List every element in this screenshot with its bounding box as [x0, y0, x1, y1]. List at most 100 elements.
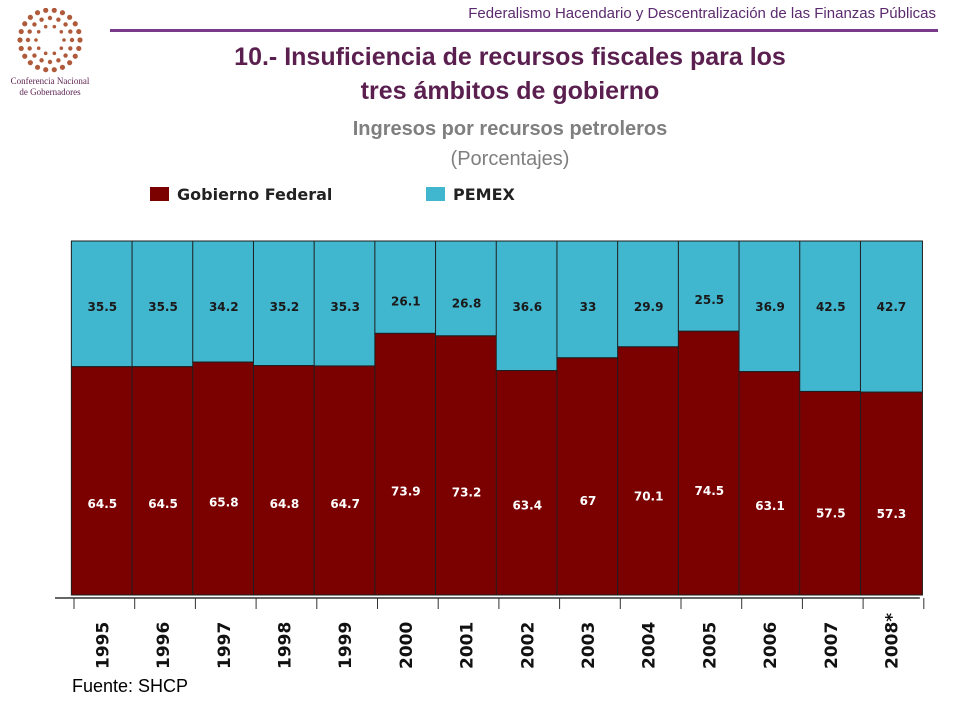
data-label-gobierno-federal: 73.2	[452, 486, 482, 500]
data-label-pemex: 26.1	[391, 295, 421, 309]
slide-title-line1: 10.- Insuficiencia de recursos fiscales …	[234, 43, 786, 71]
logo-dot	[47, 59, 53, 65]
logo-dot	[27, 60, 33, 66]
logo-line2: de Gobernadores	[19, 87, 81, 97]
bar-gobierno-federal	[556, 357, 620, 596]
bar-gobierno-federal	[617, 346, 681, 596]
bar-group-2003: 33 67	[556, 240, 620, 596]
data-label-pemex: 25.5	[695, 293, 725, 307]
x-tick-label: 1999	[336, 622, 356, 669]
x-tick-label: 1998	[275, 622, 295, 669]
bar-gobierno-federal	[495, 370, 559, 596]
x-tick-label: 1995	[93, 622, 113, 669]
bar-group-1997: 34.2 65.8	[192, 240, 256, 596]
x-tick-label: 2006	[761, 622, 781, 669]
header-text: Federalismo Hacendario y Descentralizaci…	[468, 5, 936, 22]
bar-gobierno-federal	[131, 366, 195, 596]
data-label-gobierno-federal: 64.5	[88, 497, 118, 511]
logo-dot	[27, 46, 32, 51]
bar-group-1996: 35.5 64.5	[131, 240, 195, 596]
bar-group-2000: 26.1 73.9	[374, 240, 438, 596]
logo-dot	[59, 10, 66, 16]
logo-dot	[59, 46, 64, 51]
logo-dot	[22, 53, 28, 59]
logo-dot	[59, 64, 66, 70]
bar-pemex	[252, 240, 316, 367]
logo-dot	[62, 38, 66, 42]
data-label-pemex: 42.7	[877, 300, 907, 314]
data-label-gobierno-federal: 57.3	[877, 507, 907, 521]
logo-dot	[18, 28, 24, 35]
legend-swatch	[426, 187, 445, 201]
logo-dot	[56, 58, 61, 63]
bar-group-1998: 35.2 64.8	[252, 240, 316, 596]
logo-dot	[32, 53, 37, 58]
x-tick-label: 2004	[640, 622, 660, 669]
logo-dot	[18, 45, 24, 52]
bar-group-2002: 36.6 63.4	[495, 240, 559, 596]
logo-dot	[69, 37, 75, 43]
bar-pemex	[313, 240, 377, 367]
logo-dot	[76, 28, 82, 35]
data-label-pemex: 34.2	[209, 300, 239, 314]
logo-dot	[63, 22, 68, 27]
logo-dot	[72, 53, 78, 59]
data-label-gobierno-federal: 67	[580, 494, 597, 508]
bar-group-2007: 42.5 57.5	[799, 240, 863, 596]
x-tick-label: 2001	[458, 622, 478, 669]
logo-dot	[76, 45, 82, 52]
logo-line1: Conferencia Nacional	[11, 76, 90, 86]
data-label-pemex: 35.5	[88, 300, 118, 314]
data-label-gobierno-federal: 73.9	[391, 485, 421, 499]
data-label-gobierno-federal: 65.8	[209, 495, 239, 509]
logo-dot	[67, 60, 73, 66]
data-label-gobierno-federal: 64.5	[148, 497, 178, 511]
bar-gobierno-federal	[70, 366, 134, 596]
data-label-pemex: 35.3	[330, 300, 360, 314]
conago-logo: Conferencia Nacional de Gobernadores	[11, 8, 90, 97]
logo-dot	[39, 58, 44, 63]
data-label-pemex: 42.5	[816, 300, 846, 314]
slide-title-line2: tres ámbitos de gobierno	[360, 77, 660, 105]
bar-group-2005: 25.5 74.5	[677, 240, 741, 596]
logo-dot	[39, 17, 44, 22]
logo-dot	[43, 67, 49, 73]
bar-pemex	[617, 240, 681, 348]
logo-dot	[25, 37, 31, 43]
data-label-pemex: 29.9	[634, 300, 664, 314]
bar-gobierno-federal	[435, 335, 499, 596]
logo-dot	[43, 51, 48, 56]
data-label-gobierno-federal: 57.5	[816, 507, 846, 521]
logo-dot	[77, 37, 83, 43]
bar-gobierno-federal	[313, 365, 377, 596]
x-tick-label: 2005	[700, 622, 720, 669]
bar-pemex	[435, 240, 499, 337]
x-tick-label: 1997	[215, 622, 235, 669]
stacked-bar-chart: Gobierno Federal PEMEX 35.5 64.5 1995 35.5 64.…	[55, 185, 925, 669]
logo-dot	[43, 8, 49, 13]
data-label-pemex: 36.6	[512, 300, 542, 314]
data-label-gobierno-federal: 64.8	[270, 497, 300, 511]
data-label-gobierno-federal: 63.1	[755, 499, 785, 513]
logo-dot	[34, 10, 41, 16]
bar-gobierno-federal	[799, 390, 863, 596]
bar-pemex	[192, 240, 256, 363]
logo-dot	[27, 29, 32, 34]
logo-dot	[51, 8, 57, 13]
bar-group-2008: 42.7 57.3	[859, 240, 923, 596]
logo-dot	[36, 29, 41, 34]
logo-dot	[32, 22, 37, 27]
logo-dot	[27, 14, 33, 20]
logo-dot	[68, 46, 73, 51]
bar-pemex	[556, 240, 620, 359]
logo-dot	[52, 51, 57, 56]
chart-units: (Porcentajes)	[450, 148, 570, 170]
bar-pemex	[131, 240, 195, 368]
bar-gobierno-federal	[859, 391, 923, 596]
bar-pemex	[677, 240, 741, 332]
bar-gobierno-federal	[374, 332, 438, 596]
bar-group-1995: 35.5 64.5	[70, 240, 134, 596]
bar-group-2001: 26.8 73.2	[435, 240, 499, 596]
x-tick-label: 2008*	[882, 613, 902, 669]
legend-swatch	[150, 187, 169, 201]
